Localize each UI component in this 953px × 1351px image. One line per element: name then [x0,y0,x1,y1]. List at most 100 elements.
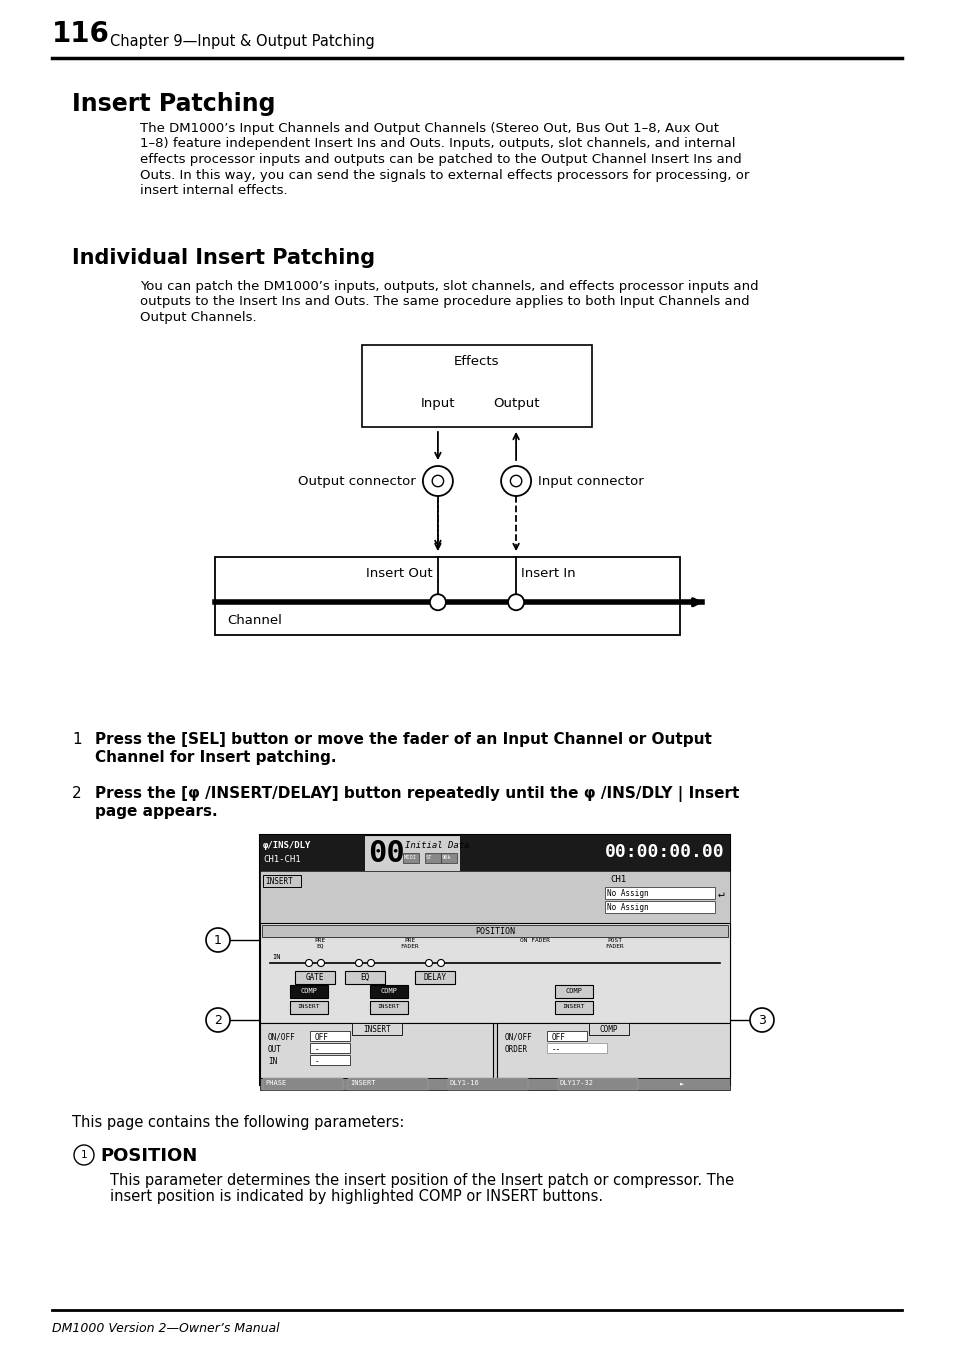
Text: CH1: CH1 [609,875,625,884]
Text: Output connector: Output connector [298,474,416,488]
Text: CH1-CH1: CH1-CH1 [263,855,300,865]
Circle shape [432,476,443,486]
Circle shape [749,1008,773,1032]
Bar [459,835,729,871]
Text: DLY17-32: DLY17-32 [559,1079,594,1086]
Text: Output Channels.: Output Channels. [140,311,256,324]
Bar [260,1023,493,1078]
Text: POSITION: POSITION [475,927,515,936]
Bar [370,1001,408,1015]
Text: POST
FADER: POST FADER [605,938,623,948]
Text: COMP: COMP [380,988,397,994]
Bar [345,971,385,984]
Bar [555,1001,593,1015]
Text: DELAY: DELAY [423,973,446,981]
Circle shape [500,466,531,496]
Bar [497,1023,729,1078]
Circle shape [317,959,324,966]
Bar [604,888,714,898]
Bar [310,1055,350,1065]
Text: COMP: COMP [599,1025,618,1034]
Text: 2: 2 [213,1013,222,1027]
Circle shape [430,594,445,611]
Text: Outs. In this way, you can send the signals to external effects processors for p: Outs. In this way, you can send the sign… [140,169,749,181]
Text: DLY1-16: DLY1-16 [450,1079,479,1086]
Text: ST: ST [426,855,432,861]
Bar [361,345,592,427]
Text: INSERT: INSERT [363,1025,391,1034]
Text: 3: 3 [758,1013,765,1027]
Bar [260,871,729,923]
Text: Insert Out: Insert Out [366,567,433,580]
Text: INSERT: INSERT [377,1005,400,1009]
Bar [290,1001,328,1015]
Text: Input connector: Input connector [537,474,643,488]
Text: GATE: GATE [305,973,324,981]
Text: Effects: Effects [454,355,499,367]
Text: No Assign: No Assign [606,889,648,898]
Text: OUT: OUT [268,1046,281,1054]
Text: MIDI: MIDI [403,855,416,861]
Text: -: - [314,1056,319,1066]
Text: ON/OFF: ON/OFF [268,1034,295,1042]
Text: This parameter determines the insert position of the Insert patch or compressor.: This parameter determines the insert pos… [110,1173,734,1188]
Text: Chapter 9—Input & Output Patching: Chapter 9—Input & Output Patching [110,34,375,49]
Text: Output: Output [493,397,538,409]
Text: Insert Patching: Insert Patching [71,92,275,116]
Bar [555,985,593,998]
Text: Individual Insert Patching: Individual Insert Patching [71,249,375,267]
Text: insert internal effects.: insert internal effects. [140,184,287,197]
Circle shape [425,959,432,966]
Circle shape [355,959,362,966]
Text: 1: 1 [81,1150,88,1161]
Text: PRE
EQ: PRE EQ [314,938,325,948]
Bar [290,985,328,998]
Text: INSERT: INSERT [350,1079,375,1086]
Circle shape [74,1146,94,1165]
Text: IN: IN [272,954,280,961]
Circle shape [508,594,523,611]
Circle shape [367,959,375,966]
Text: No Assign: No Assign [606,902,648,912]
Bar [370,985,408,998]
Text: Channel: Channel [227,613,281,627]
Text: DM1000 Version 2—Owner’s Manual: DM1000 Version 2—Owner’s Manual [52,1323,279,1335]
Circle shape [206,928,230,952]
Text: φ/INS/DLY: φ/INS/DLY [263,842,311,850]
Text: Channel for Insert patching.: Channel for Insert patching. [95,750,336,765]
Text: This page contains the following parameters:: This page contains the following paramet… [71,1115,404,1129]
Text: 00: 00 [368,839,404,867]
Text: ►: ► [679,1079,683,1086]
Text: ON/OFF: ON/OFF [504,1034,532,1042]
Bar [310,1043,350,1052]
Bar [262,925,727,938]
Text: POSITION: POSITION [100,1147,197,1165]
Bar [214,557,679,635]
Text: -: - [314,1046,319,1054]
Bar [310,1031,350,1042]
Text: COMP: COMP [565,988,582,994]
Bar [546,1031,586,1042]
Text: ↵: ↵ [718,889,724,898]
Bar [604,901,714,913]
Text: 1: 1 [71,732,82,747]
Text: ORDER: ORDER [504,1046,528,1054]
Circle shape [437,959,444,966]
Text: effects processor inputs and outputs can be patched to the Output Channel Insert: effects processor inputs and outputs can… [140,153,741,166]
Text: 116: 116 [52,20,110,49]
Text: 00:00:00.00: 00:00:00.00 [605,843,724,861]
Bar [294,971,335,984]
Text: 2: 2 [71,786,82,801]
Text: Initial Data: Initial Data [405,842,469,850]
Text: The DM1000’s Input Channels and Output Channels (Stereo Out, Bus Out 1–8, Aux Ou: The DM1000’s Input Channels and Output C… [140,122,719,135]
Text: Input: Input [420,397,455,409]
Bar [415,971,455,984]
Text: INSERT: INSERT [562,1005,584,1009]
Bar [352,1023,401,1035]
Text: INSERT: INSERT [265,877,293,886]
Text: 1–8) feature independent Insert Ins and Outs. Inputs, outputs, slot channels, an: 1–8) feature independent Insert Ins and … [140,138,735,150]
Circle shape [422,466,453,496]
Text: COMP: COMP [300,988,317,994]
Bar [588,1023,628,1035]
Text: 1: 1 [213,934,222,947]
